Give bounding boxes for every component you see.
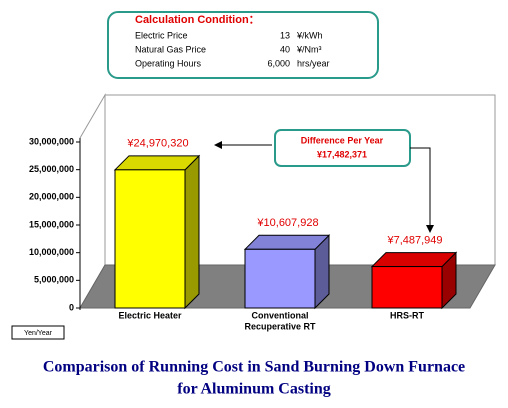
y-tick-label: 15,000,000 [29, 219, 74, 229]
condition-unit: ¥/Nm³ [296, 44, 322, 54]
value-label: ¥7,487,949 [386, 234, 442, 246]
bar-top [243, 234, 331, 250]
bar [371, 266, 443, 309]
condition-value: 6,000 [267, 58, 290, 68]
condition-label: Operating Hours [135, 58, 202, 68]
x-tick-label: Electric Heater [118, 310, 182, 320]
y-tick-label: 25,000,000 [29, 164, 74, 174]
x-tick-label: Recuperative RT [244, 321, 316, 331]
arrow [410, 147, 434, 233]
y-tick-label: 0 [69, 302, 74, 312]
y-tick-label: 30,000,000 [29, 136, 74, 146]
bar-top [370, 252, 458, 268]
x-tick-label: Conventional [251, 310, 308, 320]
condition-unit: ¥/kWh [296, 30, 323, 40]
chart-title: Comparison of Running Cost in Sand Burni… [43, 359, 465, 376]
annotation-title: Difference Per Year [301, 135, 384, 145]
y-tick-label: 10,000,000 [29, 247, 74, 257]
value-label: ¥24,970,320 [126, 138, 188, 150]
bar-top [113, 155, 201, 171]
x-tick-label: HRS-RT [390, 310, 424, 320]
y-tick-label: 20,000,000 [29, 192, 74, 202]
annotation-text: ¥17,482,371 [317, 149, 367, 159]
condition-label: Natural Gas Price [135, 44, 206, 54]
condition-box [107, 11, 379, 79]
condition-label: Electric Price [135, 30, 188, 40]
y-tick-label: 5,000,000 [34, 275, 74, 285]
bar [244, 248, 316, 309]
condition-value: 13 [280, 30, 290, 40]
chart-title: for Aluminum Casting [177, 381, 331, 398]
bar [114, 169, 186, 309]
value-label: ¥10,607,928 [256, 217, 318, 229]
unit-label: Yen/Year [24, 330, 53, 337]
unit-box [11, 325, 65, 340]
condition-unit: hrs/year [297, 58, 330, 68]
bar-side [184, 154, 200, 310]
condition-title: Calculation Condition： [135, 14, 260, 26]
condition-value: 40 [280, 44, 290, 54]
